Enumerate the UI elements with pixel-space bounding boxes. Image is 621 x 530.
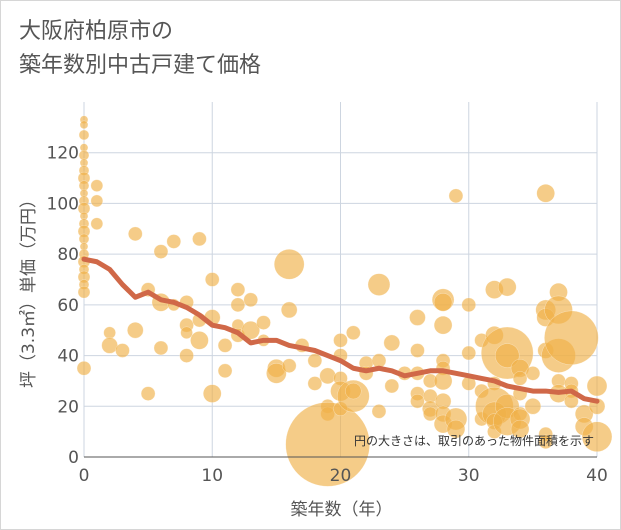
data-point <box>494 343 520 368</box>
y-tick-label: 100 <box>47 194 79 214</box>
y-tick-label: 120 <box>47 144 79 164</box>
data-point <box>281 358 297 373</box>
x-tick-label: 0 <box>79 466 90 486</box>
data-point <box>217 363 233 379</box>
y-tick-label: 40 <box>57 347 79 367</box>
data-point <box>90 217 104 230</box>
x-tick-label: 30 <box>458 466 480 486</box>
x-tick-label: 40 <box>586 466 608 486</box>
data-point <box>536 184 555 203</box>
data-point <box>564 393 579 409</box>
data-point <box>166 234 182 249</box>
data-point <box>307 376 323 391</box>
chart-title: 大阪府柏原市の 築年数別中古戸建て価格 <box>19 15 261 83</box>
data-point <box>103 326 116 339</box>
data-point <box>273 249 305 280</box>
data-point <box>78 129 90 141</box>
y-tick-label: 0 <box>68 448 79 468</box>
data-point <box>90 194 104 208</box>
data-point <box>192 231 207 247</box>
data-point <box>538 434 553 450</box>
y-tick-label: 80 <box>57 245 79 265</box>
data-point <box>319 367 336 385</box>
data-point <box>433 293 453 312</box>
data-point <box>256 315 271 330</box>
data-point <box>371 404 387 419</box>
data-point <box>367 273 391 296</box>
data-point <box>285 402 370 487</box>
data-point <box>586 375 608 397</box>
data-point <box>307 353 323 368</box>
data-point <box>127 321 144 339</box>
y-tick-label: 20 <box>57 397 79 417</box>
data-point <box>410 393 425 409</box>
bubble-layer <box>76 115 613 487</box>
data-point <box>346 325 361 340</box>
data-point <box>448 188 464 204</box>
data-point <box>90 179 104 192</box>
data-point <box>280 301 298 319</box>
size-legend-note: 円の大きさは、取引のあった物件面積を示す <box>354 433 594 448</box>
data-point <box>525 366 541 381</box>
data-point <box>524 398 542 415</box>
data-point <box>544 310 599 366</box>
data-point <box>497 277 517 297</box>
data-point <box>205 272 220 287</box>
data-point <box>203 384 222 403</box>
data-point <box>230 282 246 297</box>
data-point <box>433 315 453 335</box>
data-point <box>140 386 156 401</box>
chart-title-line-2: 築年数別中古戸建て価格 <box>19 53 262 78</box>
data-point <box>433 371 453 391</box>
data-point <box>241 320 260 340</box>
data-point <box>333 333 348 348</box>
data-point <box>243 292 258 308</box>
data-point <box>345 382 362 400</box>
chart-title-line-1: 大阪府柏原市の <box>19 19 174 44</box>
data-point <box>190 331 209 350</box>
data-point <box>383 334 401 352</box>
data-point <box>409 309 426 326</box>
data-point <box>446 419 466 439</box>
data-point <box>179 348 194 363</box>
data-point <box>510 419 530 439</box>
data-point <box>77 285 91 299</box>
data-point <box>461 297 476 313</box>
trend-line <box>81 256 600 404</box>
x-tick-label: 20 <box>330 466 352 486</box>
data-point <box>153 244 169 259</box>
data-point <box>512 371 528 386</box>
data-point <box>180 326 193 339</box>
data-point <box>410 343 425 358</box>
data-point <box>79 120 89 130</box>
axes: 0 10 20 30 40 0 20 40 60 80 100 120 <box>47 144 608 486</box>
x-tick-label: 10 <box>201 466 223 486</box>
data-point <box>581 421 613 452</box>
data-point <box>115 343 130 358</box>
data-point <box>371 353 387 368</box>
data-point <box>76 361 92 376</box>
y-tick-label: 60 <box>57 296 79 316</box>
data-point <box>128 226 143 242</box>
data-point <box>461 345 476 361</box>
y-axis-title: 坪（3.3㎡）単価（万円） <box>19 191 39 388</box>
data-point <box>153 340 169 356</box>
data-point <box>217 338 233 353</box>
data-point <box>384 378 400 394</box>
x-axis-title: 築年数（年） <box>291 500 393 520</box>
data-point <box>230 297 246 313</box>
data-point <box>266 363 287 384</box>
